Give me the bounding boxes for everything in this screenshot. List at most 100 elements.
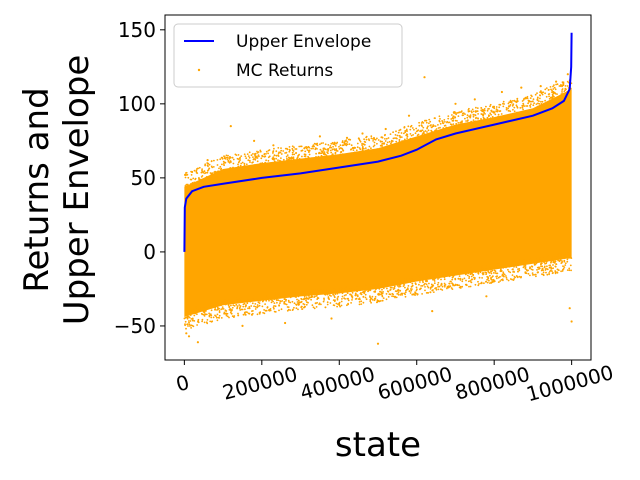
mc-return-point [381, 144, 383, 147]
mc-return-point [385, 285, 387, 287]
mc-return-point [301, 298, 303, 301]
mc-return-point [327, 296, 330, 298]
mc-return-point [263, 153, 266, 156]
mc-return-point [560, 262, 563, 264]
mc-return-point [507, 279, 510, 282]
mc-return-point [323, 153, 325, 156]
mc-return-point [564, 87, 567, 90]
mc-return-point [303, 147, 306, 150]
mc-return-point [328, 298, 330, 301]
mc-return-point [185, 189, 188, 192]
mc-return-point [364, 296, 367, 299]
mc-return-point [361, 142, 363, 145]
mc-return-point [495, 272, 498, 275]
mc-return-point [206, 169, 209, 172]
mc-return-point [385, 293, 388, 295]
mc-return-point [308, 296, 311, 299]
mc-return-point [258, 302, 261, 304]
mc-return-point [551, 99, 554, 102]
mc-return-point [264, 161, 267, 164]
mc-return-point [226, 298, 229, 301]
mc-return-point [334, 145, 337, 147]
mc-return-point [247, 155, 250, 158]
mc-return-point [305, 299, 307, 302]
mc-return-point [457, 122, 460, 124]
mc-return-point [184, 176, 187, 179]
mc-return-point [347, 303, 350, 306]
mc-return-point [431, 310, 434, 313]
mc-return-point [539, 94, 542, 97]
mc-return-point [350, 148, 352, 151]
mc-return-point [447, 117, 450, 120]
mc-return-point [512, 103, 515, 105]
mc-return-point [569, 256, 572, 259]
mc-return-point [227, 304, 230, 307]
mc-return-point [437, 278, 439, 280]
mc-return-point [562, 268, 564, 271]
mc-return-point [337, 157, 340, 160]
mc-return-point [339, 153, 342, 156]
mc-return-point [550, 260, 553, 263]
mc-return-point [381, 288, 383, 291]
mc-return-point [320, 158, 323, 160]
mc-return-point [210, 316, 213, 319]
mc-return-point [296, 156, 299, 159]
mc-return-point [479, 271, 482, 274]
mc-return-point [425, 121, 428, 124]
mc-return-point [187, 176, 190, 179]
mc-return-point [526, 105, 529, 107]
mc-return-point [338, 303, 341, 306]
upper-envelope-line [183, 32, 573, 252]
mc-return-point [521, 259, 524, 262]
mc-return-point [223, 157, 226, 160]
mc-return-point [295, 296, 297, 298]
mc-return-point [447, 273, 449, 276]
mc-return-point [425, 280, 427, 283]
mc-return-point [511, 100, 514, 102]
mc-return-point [382, 297, 385, 299]
mc-return-point [237, 314, 240, 317]
mc-return-point [409, 281, 412, 284]
mc-return-point [497, 119, 500, 122]
mc-return-point [241, 169, 244, 172]
mc-return-point [482, 273, 485, 275]
mc-return-point [216, 171, 218, 174]
mc-return-point [551, 270, 553, 273]
mc-return-point [265, 294, 268, 296]
mc-return-point [554, 88, 557, 91]
mc-return-point [547, 93, 550, 96]
mc-return-point [333, 295, 336, 297]
mc-return-point [212, 166, 215, 168]
mc-return-point [185, 316, 188, 319]
mc-return-point [389, 133, 392, 136]
mc-return-point [529, 100, 532, 103]
x-axis-label: state [335, 425, 421, 465]
mc-return-point [546, 268, 549, 271]
mc-return-point [415, 283, 417, 286]
mc-return-point [244, 308, 246, 311]
mc-return-point [545, 87, 548, 89]
mc-return-point [267, 159, 270, 162]
mc-return-point [413, 128, 415, 131]
mc-return-point [210, 306, 213, 309]
mc-return-point [252, 158, 255, 161]
mc-return-point [470, 266, 472, 269]
mc-return-point [441, 285, 444, 288]
mc-return-point [470, 275, 473, 278]
mc-return-point [552, 267, 554, 270]
mc-return-point [389, 293, 392, 296]
mc-return-point [356, 290, 359, 293]
mc-return-point [202, 306, 205, 309]
mc-return-point [350, 294, 353, 297]
mc-return-point [240, 155, 243, 158]
mc-return-point [411, 285, 413, 288]
mc-return-point [365, 138, 368, 141]
mc-return-point [226, 315, 229, 318]
mc-return-point [397, 290, 400, 292]
mc-return-point [288, 162, 290, 165]
mc-return-point [185, 171, 188, 174]
mc-return-point [485, 273, 487, 276]
mc-return-point [315, 160, 318, 163]
mc-return-point [191, 324, 194, 327]
